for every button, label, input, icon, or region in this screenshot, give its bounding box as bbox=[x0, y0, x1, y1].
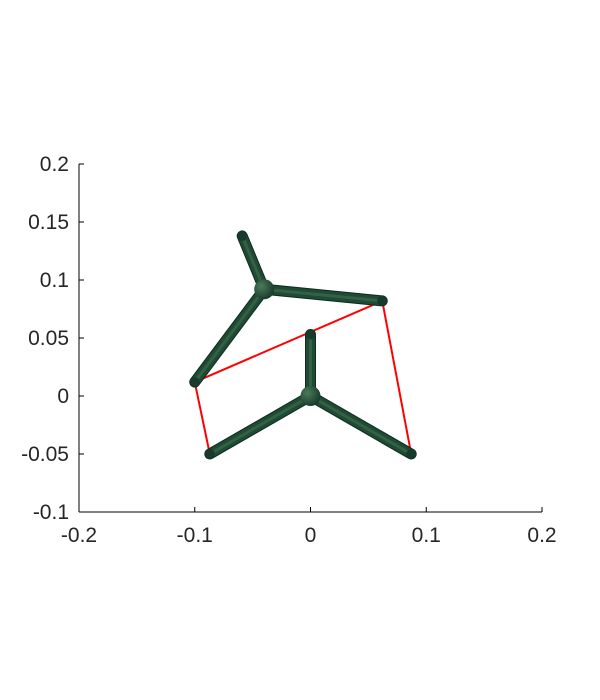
y-tick-label: 0 bbox=[57, 385, 69, 408]
rod-end-cap bbox=[237, 230, 248, 241]
rod-highlight bbox=[193, 287, 266, 384]
rod-end-cap bbox=[204, 449, 215, 459]
connector-line bbox=[381, 300, 413, 455]
x-tick-label: 0 bbox=[305, 524, 317, 547]
connector-line bbox=[193, 381, 211, 455]
rod-hub bbox=[254, 279, 275, 300]
x-tick-label: -0.1 bbox=[177, 524, 213, 547]
rod-end-cap bbox=[189, 377, 200, 388]
rod-highlight bbox=[208, 394, 312, 456]
rod-end-cap bbox=[377, 295, 388, 306]
x-tick-label: -0.2 bbox=[61, 524, 97, 547]
y-tick-label: -0.1 bbox=[33, 501, 69, 524]
rod-hub bbox=[300, 386, 321, 406]
y-tick-label: 0.1 bbox=[40, 269, 69, 292]
connector-line bbox=[194, 299, 383, 383]
rod-end-cap bbox=[305, 329, 316, 340]
y-tick-label: 0.15 bbox=[28, 211, 69, 234]
rod-highlight bbox=[262, 287, 384, 303]
rod-highlight bbox=[309, 394, 413, 456]
rod-assemblies bbox=[189, 230, 417, 460]
rod-end-cap bbox=[406, 449, 417, 459]
connector-lines bbox=[193, 299, 413, 455]
x-tick-label: 0.2 bbox=[527, 524, 556, 547]
y-tick-label: 0.05 bbox=[28, 327, 69, 350]
y-tick-label: 0.2 bbox=[40, 153, 69, 176]
y-tick-label: -0.05 bbox=[21, 443, 69, 466]
x-tick-label: 0.1 bbox=[412, 524, 441, 547]
